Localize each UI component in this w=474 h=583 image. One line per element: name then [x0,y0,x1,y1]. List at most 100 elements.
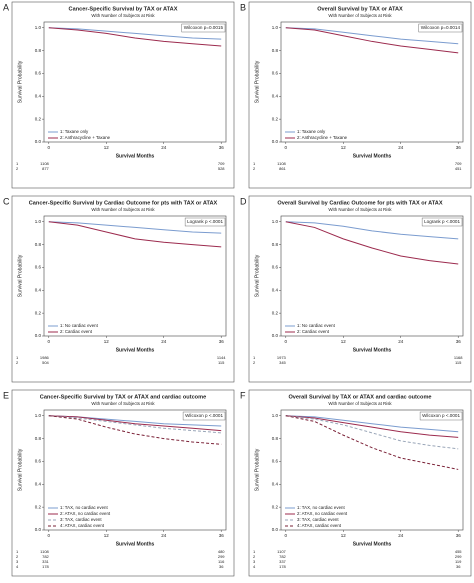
risk-count: 1168 [454,355,463,360]
chart-title: Overall Survival by TAX or ATAX and card… [288,394,431,400]
y-tick-label: 0.6 [35,265,42,270]
y-tick-label: 0.0 [272,527,279,532]
risk-count: 116 [218,559,225,564]
risk-count: 1108 [40,161,49,166]
survival-curve [285,415,459,470]
legend-label: 4: ATAX, cardiac event [297,523,342,528]
risk-group: 3 [16,559,19,564]
legend-label: 1: No cardiac event [60,323,99,328]
x-tick-label: 0 [48,533,51,538]
legend-label: 2: Cardiac event [297,329,330,334]
chart-subtitle: With Number of Subjects at Risk [328,401,392,406]
risk-count: 178 [279,564,286,569]
risk-count: 782 [279,554,286,559]
survival-curve [285,221,459,265]
y-axis-label: Survival Probability [254,448,260,491]
chart-subtitle: With Number of Subjects at Risk [328,207,392,212]
y-axis-label: Survival Probability [17,254,23,297]
p-value-annotation: Wilcoxon p=0.0015 [184,25,224,30]
p-value-annotation: Logrank p <.0001 [187,219,223,224]
panel-frame [248,389,472,577]
x-tick-label: 0 [285,339,288,344]
panel-frame [11,195,235,383]
risk-group: 2 [253,166,256,171]
p-value-annotation: Wilcoxon p <.0001 [422,413,460,418]
risk-group: 1 [16,355,19,360]
risk-count: 709 [455,161,462,166]
risk-group: 1 [16,161,19,166]
x-tick-label: 36 [219,533,225,538]
risk-count: 36 [219,564,224,569]
y-tick-label: 0.0 [35,527,42,532]
y-tick-label: 0.8 [272,436,279,441]
y-tick-label: 0.2 [35,504,42,509]
risk-group: 4 [16,564,19,569]
annotation-box [421,217,463,227]
legend-label: 1: TAX, no cardiac event [297,505,345,510]
risk-group: 2 [16,166,19,171]
plot-frame [43,215,227,337]
risk-count: 455 [455,549,462,554]
x-tick-label: 0 [285,145,288,150]
y-tick-label: 0.0 [35,333,42,338]
y-tick-label: 0.2 [35,310,42,315]
panel: C Cancer-Specific Survival by Cardiac Out… [3,195,235,383]
risk-count: 1107 [277,549,286,554]
y-tick-label: 0.8 [35,48,42,53]
legend-label: 2: ATAX, no cardiac event [297,511,348,516]
y-tick-label: 0.6 [272,71,279,76]
y-tick-label: 0.6 [272,459,279,464]
x-tick-label: 12 [104,145,110,150]
risk-group: 2 [253,554,256,559]
chart-subtitle: With Number of Subjects at Risk [91,401,155,406]
y-tick-label: 0.2 [272,310,279,315]
risk-group: 4 [253,564,256,569]
risk-count: 331 [42,559,49,564]
y-tick-label: 0.2 [35,116,42,121]
risk-count: 119 [455,559,462,564]
panel-label: A [3,2,9,12]
risk-group: 1 [253,355,256,360]
y-tick-label: 0.8 [272,242,279,247]
x-tick-label: 36 [219,145,225,150]
p-value-annotation: Wilcoxon p <.0001 [185,413,223,418]
legend-label: 1: TAX, no cardiac event [60,505,108,510]
risk-count: 299 [455,554,462,559]
risk-group: 2 [16,554,19,559]
y-tick-label: 0.8 [35,436,42,441]
risk-count: 861 [279,166,286,171]
risk-count: 1973 [277,355,287,360]
x-tick-label: 24 [161,339,167,344]
chart-title: Cancer-Specific Survival by Cardiac Outc… [29,200,218,206]
survival-curve [48,415,222,434]
annotation-box [181,23,226,33]
plot-frame [280,21,464,143]
y-tick-label: 0.6 [35,71,42,76]
panel-label: B [240,2,246,12]
x-tick-label: 24 [161,145,167,150]
y-tick-label: 0.4 [35,93,42,98]
risk-count: 1108 [277,161,286,166]
risk-count: 451 [455,166,462,171]
legend-label: 1: Taxane only [297,129,326,134]
y-axis-label: Survival Probability [17,448,23,491]
survival-curve [48,415,222,445]
panel-frame [248,1,472,189]
survival-curve [285,221,459,240]
y-tick-label: 0.4 [272,481,279,486]
x-tick-label: 36 [456,533,462,538]
panel: F Overall Survival by TAX or ATAX and car… [240,389,472,577]
survival-curve [285,415,459,433]
chart-title: Cancer-Specific Survival by TAX or ATAX [69,6,178,12]
risk-group: 1 [253,161,256,166]
legend-label: 2: Cardiac event [60,329,93,334]
y-axis-label: Survival Probability [254,60,260,103]
panel: E Cancer-Specific Survival by TAX or ATAX… [3,389,235,577]
risk-count: 299 [218,554,225,559]
y-tick-label: 1.0 [35,25,42,30]
y-tick-label: 1.0 [272,25,279,30]
x-tick-label: 12 [104,533,110,538]
panel-label: F [240,390,246,400]
y-axis-label: Survival Probability [17,60,23,103]
